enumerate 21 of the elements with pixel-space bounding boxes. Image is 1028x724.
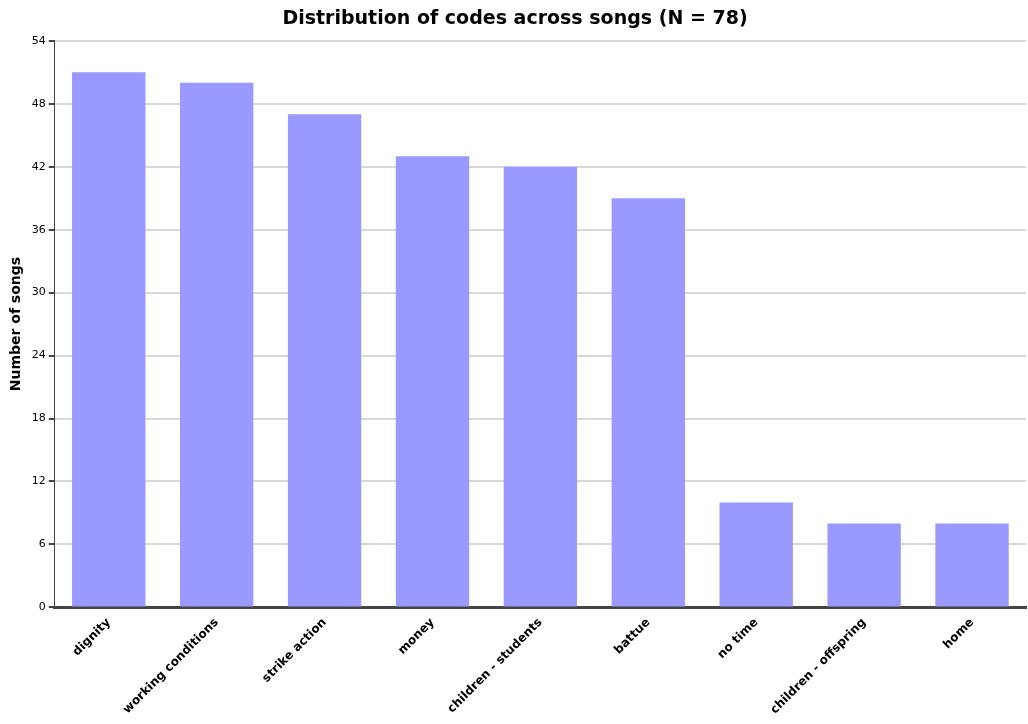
bar: [287, 114, 362, 607]
y-tick-label: 24: [31, 348, 46, 362]
bar: [611, 198, 685, 607]
y-tick-label: 36: [31, 222, 46, 236]
y-axis-title: Number of songs: [7, 256, 24, 392]
y-tick-label: 30: [31, 285, 46, 299]
y-tick-label: 54: [31, 33, 46, 47]
y-tick-label: 18: [31, 411, 46, 425]
bar: [935, 523, 1009, 607]
y-tick-label: 42: [31, 159, 46, 173]
chart-title: Distribution of codes across songs (N = 78): [282, 6, 748, 29]
bar: [72, 72, 146, 607]
y-tick-label: 48: [31, 96, 46, 110]
y-tick-label: 0: [38, 600, 46, 614]
bar: [719, 502, 793, 607]
bar: [179, 82, 254, 607]
bar: [395, 156, 470, 607]
y-tick-label: 12: [31, 474, 46, 488]
bar: [827, 523, 901, 607]
y-tick-label: 6: [38, 537, 46, 551]
bar: [503, 166, 578, 607]
